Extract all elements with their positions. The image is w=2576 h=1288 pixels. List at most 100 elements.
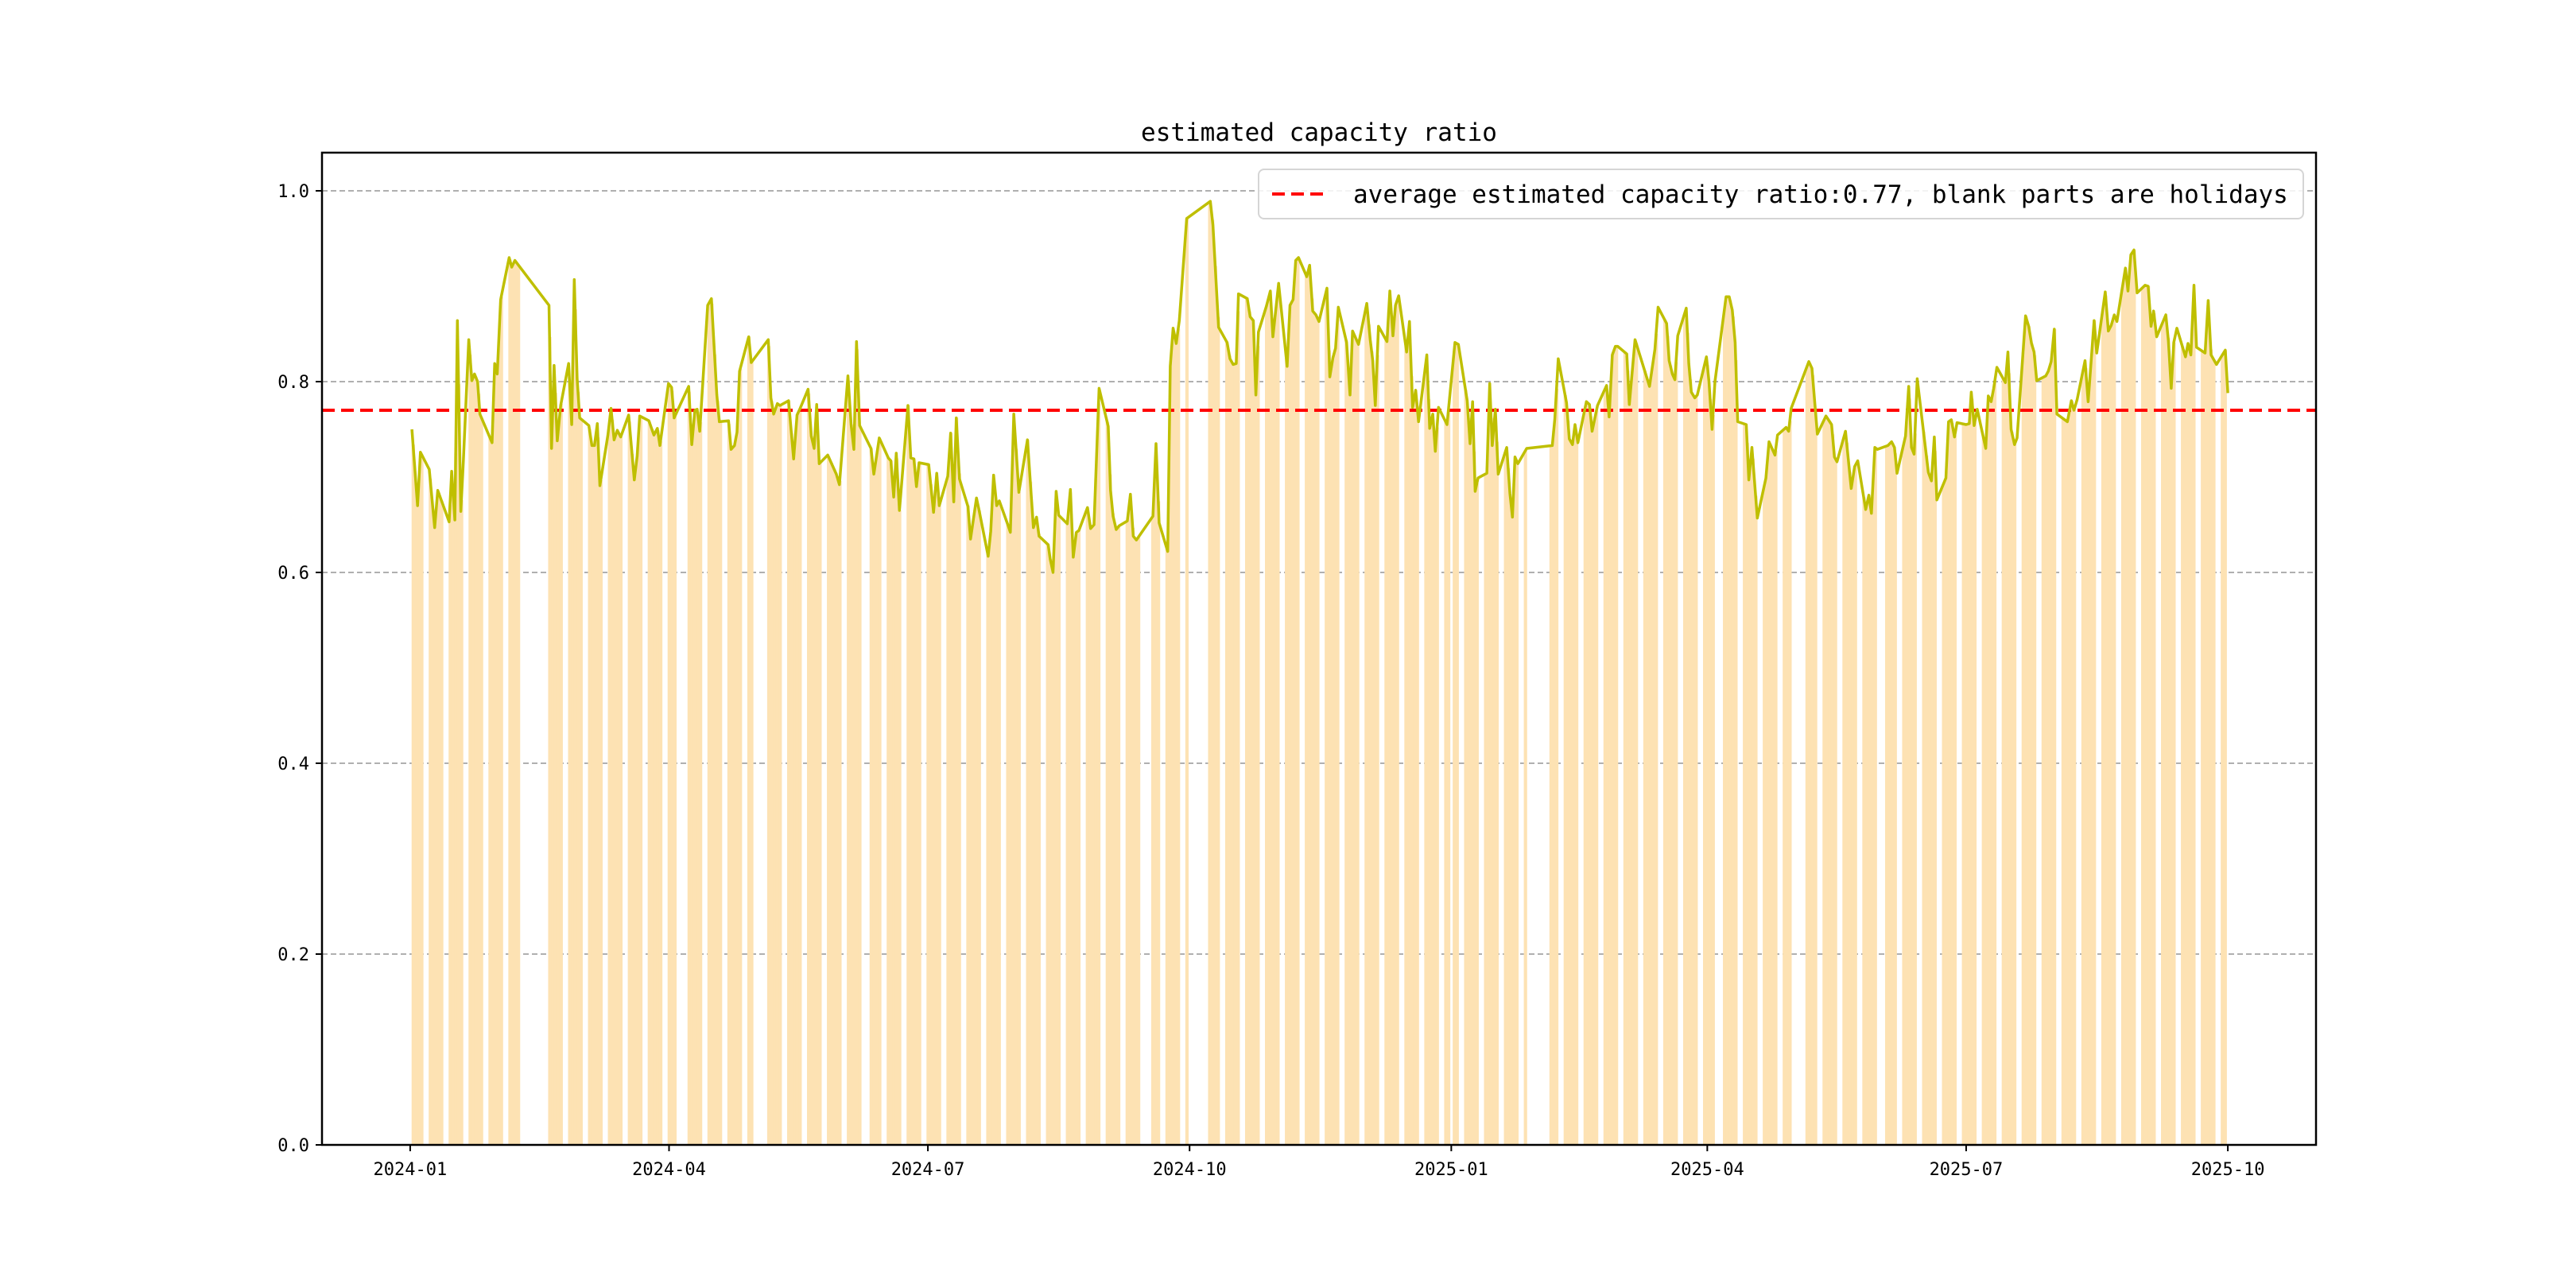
trading-day-bar [1563, 394, 1567, 1145]
trading-day-bar [1709, 398, 1713, 1145]
trading-day-bar [1768, 444, 1772, 1145]
trading-day-bar [1316, 318, 1320, 1146]
trading-day-bar [2140, 287, 2145, 1145]
trading-day-bar [1011, 433, 1015, 1145]
trading-day-bar [476, 394, 481, 1145]
trading-day-bar [1216, 316, 1220, 1145]
trading-day-bar [1612, 351, 1616, 1145]
trading-day-bar [707, 303, 711, 1145]
trading-day-bar [429, 478, 433, 1145]
trading-day-bar [2084, 367, 2088, 1145]
trading-day-bar [1734, 359, 1738, 1145]
trading-day-bar [658, 441, 663, 1145]
trading-day-bar [1364, 307, 1368, 1145]
trading-day-bar [699, 422, 703, 1145]
x-tick-label: 2025-07 [1930, 1160, 2004, 1180]
trading-day-bar [456, 384, 461, 1145]
trading-day-bar [1554, 389, 1559, 1145]
trading-day-bar [436, 492, 441, 1145]
trading-day-bar [1927, 474, 1931, 1145]
trading-day-bar [2120, 285, 2125, 1146]
trading-day-bar [692, 413, 697, 1145]
trading-day-bar [1285, 358, 1289, 1145]
trading-day-bar [2223, 350, 2227, 1145]
trading-day-bar [1069, 492, 1073, 1145]
trading-day-bar [778, 405, 782, 1145]
trading-day-bar [1426, 398, 1431, 1146]
trading-day-bar [2070, 401, 2074, 1145]
trading-day-bar [1623, 352, 1627, 1146]
x-tick-label: 2025-10 [2191, 1160, 2265, 1180]
trading-day-bar [1842, 437, 1846, 1145]
trading-day-bar [1330, 364, 1334, 1145]
trading-day-bar [847, 380, 851, 1145]
trading-day-bar [2169, 383, 2173, 1145]
trading-day-bar [2167, 337, 2171, 1145]
trading-day-bar [1731, 316, 1735, 1145]
trading-day-bar [1893, 453, 1897, 1145]
trading-day-bar [815, 411, 819, 1145]
trading-day-bar [2192, 291, 2196, 1145]
trading-day-bar [986, 553, 990, 1145]
trading-day-bar [798, 409, 802, 1145]
trading-day-bar [889, 460, 893, 1145]
trading-day-bar [712, 354, 717, 1145]
trading-day-bar [732, 445, 737, 1145]
trading-day-bar [747, 336, 751, 1146]
trading-day-bar [1271, 321, 1274, 1145]
trading-day-bar [1071, 550, 1075, 1145]
trading-day-bar [929, 484, 933, 1145]
trading-day-bar [494, 367, 498, 1146]
trading-day-bar [1347, 377, 1351, 1145]
trading-day-bar [2064, 420, 2068, 1145]
trading-day-bar [1492, 425, 1496, 1145]
y-tick-label: 0.4 [277, 755, 309, 774]
trading-day-bar [1065, 523, 1069, 1145]
trading-day-bar [750, 362, 754, 1145]
trading-day-bar [1406, 330, 1411, 1145]
trading-day-bar [1643, 370, 1647, 1145]
trading-day-bar [499, 297, 503, 1145]
trading-day-bar [497, 349, 501, 1145]
trading-day-bar [2061, 418, 2065, 1145]
trading-day-bar [1987, 397, 1991, 1145]
trading-day-bar [2033, 355, 2037, 1145]
trading-day-bar [1017, 492, 1021, 1145]
trading-day-bar [952, 495, 956, 1145]
y-tick-label: 0.6 [277, 564, 309, 584]
trading-day-bar [855, 349, 859, 1145]
trading-day-bar [1114, 526, 1118, 1145]
trading-day-bar [1091, 526, 1095, 1145]
trading-day-bar [1503, 452, 1507, 1145]
trading-day-bar [739, 369, 743, 1146]
trading-day-bar [937, 506, 941, 1145]
trading-day-bar [789, 433, 793, 1145]
trading-day-bar [1404, 346, 1408, 1145]
trading-day-bar [2181, 346, 2185, 1146]
trading-day-bar [1168, 407, 1172, 1145]
trading-day-bar [420, 454, 424, 1145]
trading-day-bar [997, 501, 1001, 1145]
trading-day-bar [2107, 331, 2111, 1145]
trading-day-bar [1572, 436, 1576, 1145]
trading-day-bar [710, 303, 714, 1145]
trading-day-bar [1512, 483, 1516, 1145]
trading-day-bar [1352, 336, 1357, 1145]
trading-day-bar [638, 416, 643, 1145]
trading-day-bar [1253, 370, 1257, 1146]
x-axis-ticks: 2024-01 2024-04 2024-07 2024-10 2025-01 2025-… [374, 1145, 2265, 1180]
trading-day-bar [1725, 297, 1729, 1146]
trading-day-bar [1783, 429, 1787, 1145]
trading-day-bar [593, 440, 597, 1145]
trading-day-bar [647, 421, 651, 1145]
legend-box [1258, 169, 2304, 219]
trading-day-bar [627, 421, 631, 1145]
trading-day-bar [1830, 434, 1835, 1145]
trading-day-bar [1265, 306, 1269, 1146]
trading-day-bar [573, 309, 577, 1145]
trading-day-bar [1649, 380, 1653, 1145]
trading-day-bar [1748, 467, 1752, 1145]
trading-day-bar [673, 417, 677, 1145]
trading-day-bar [2073, 409, 2077, 1145]
